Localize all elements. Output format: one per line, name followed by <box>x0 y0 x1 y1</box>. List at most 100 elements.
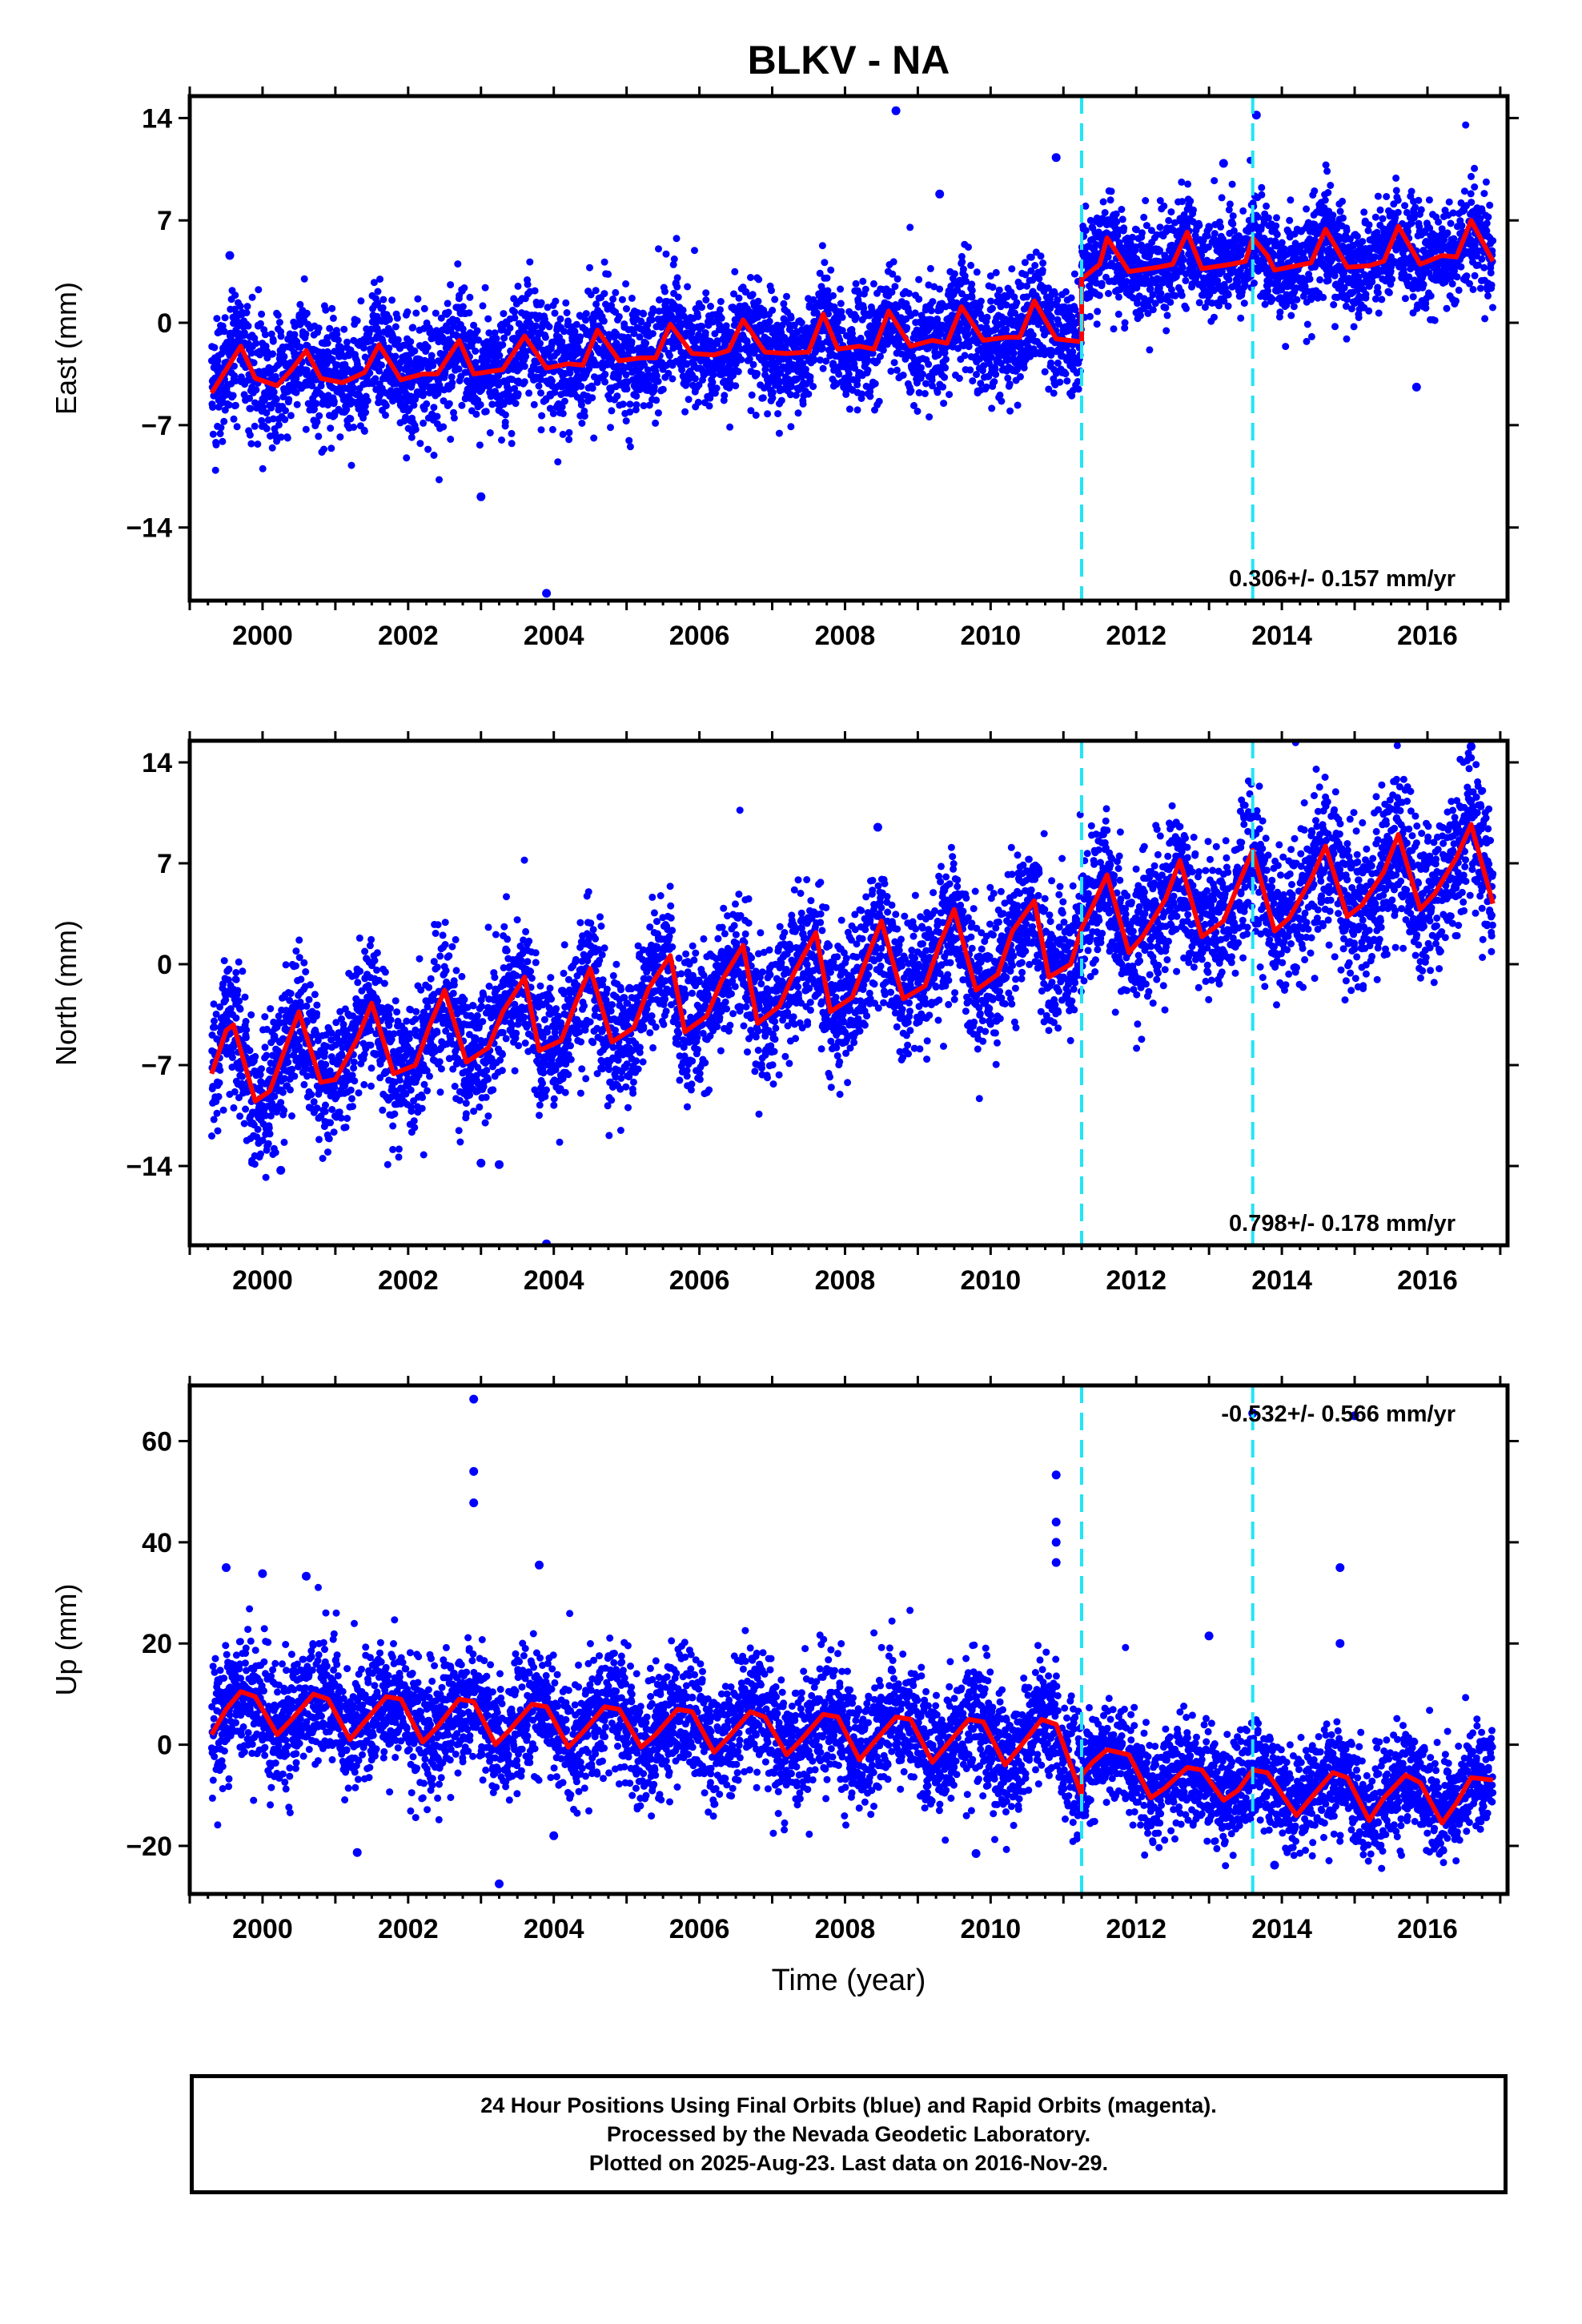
panel-east: 2000 2002 2004 2006 2008 2010 2012 2014 20161470… <box>50 86 1519 651</box>
data-point <box>227 329 235 337</box>
data-point <box>669 375 677 383</box>
data-point <box>1225 275 1233 283</box>
data-point <box>263 424 271 432</box>
data-point <box>455 365 463 373</box>
data-point <box>366 369 374 377</box>
data-point <box>775 429 783 437</box>
data-point <box>701 329 709 336</box>
data-point <box>388 296 396 304</box>
data-point <box>1239 207 1247 215</box>
data-point <box>774 410 782 418</box>
data-point <box>648 330 656 338</box>
data-point <box>391 352 400 360</box>
data-point <box>973 268 981 276</box>
data-point <box>379 304 387 312</box>
data-point <box>749 291 757 299</box>
data-point <box>1195 299 1203 307</box>
data-point <box>809 355 817 363</box>
data-point <box>941 373 949 381</box>
data-point <box>1020 364 1028 372</box>
data-point <box>393 314 401 322</box>
data-point <box>934 388 942 396</box>
data-point <box>748 391 756 399</box>
data-point <box>1327 182 1335 189</box>
data-point <box>282 407 289 415</box>
data-point <box>1142 197 1150 204</box>
data-point <box>794 409 802 417</box>
data-point <box>536 340 544 348</box>
data-point <box>259 404 267 411</box>
data-point <box>835 370 843 378</box>
data-point <box>532 322 540 330</box>
data-point <box>357 297 365 305</box>
data-point <box>347 461 355 469</box>
data-point <box>628 338 636 346</box>
data-point <box>661 287 669 296</box>
data-point <box>601 370 609 378</box>
data-point <box>1179 255 1187 263</box>
data-point <box>732 382 740 390</box>
data-point <box>308 382 316 390</box>
data-point <box>799 400 807 408</box>
data-point <box>320 445 327 453</box>
data-point <box>549 409 557 417</box>
data-point <box>1319 293 1327 301</box>
data-point <box>615 312 623 320</box>
data-point <box>252 386 260 394</box>
data-point <box>300 275 308 283</box>
data-point <box>989 304 996 312</box>
data-point <box>623 385 631 393</box>
data-point <box>394 336 402 344</box>
data-point <box>806 373 814 381</box>
data-point <box>1229 212 1237 220</box>
data-point <box>444 308 452 316</box>
data-point <box>506 324 514 332</box>
data-point <box>1286 216 1294 224</box>
data-point <box>274 312 282 319</box>
data-point <box>737 356 745 364</box>
data-point <box>769 307 777 314</box>
figure-title: BLKV - NA <box>748 38 950 82</box>
data-point <box>838 313 846 321</box>
data-point <box>765 317 773 325</box>
data-point <box>374 287 382 296</box>
data-point <box>333 361 341 369</box>
data-point <box>1129 233 1136 241</box>
data-point <box>600 317 608 325</box>
data-point <box>374 300 382 307</box>
data-point <box>942 364 950 372</box>
data-point <box>484 315 492 323</box>
data-point <box>349 384 357 392</box>
data-point <box>565 436 573 444</box>
data-point <box>1106 196 1114 204</box>
data-point <box>508 429 516 437</box>
data-point <box>592 287 600 295</box>
data-point <box>1017 372 1024 380</box>
data-point <box>769 388 777 396</box>
data-point <box>244 322 252 330</box>
data-point <box>619 400 627 408</box>
data-point <box>501 418 509 426</box>
data-point <box>694 312 702 320</box>
data-point <box>283 434 291 442</box>
data-point <box>370 279 378 287</box>
data-point <box>992 268 1000 276</box>
data-point <box>968 287 976 295</box>
data-point <box>864 366 872 374</box>
data-point <box>236 302 244 310</box>
data-point <box>853 406 861 414</box>
data-point <box>622 371 630 379</box>
data-point <box>243 303 251 311</box>
data-point <box>385 316 393 324</box>
data-point <box>334 336 342 344</box>
data-point <box>1098 279 1106 287</box>
data-point <box>977 297 985 305</box>
data-point <box>551 309 559 317</box>
data-point <box>402 413 410 421</box>
data-point <box>968 280 976 288</box>
data-point <box>1104 253 1112 261</box>
data-point <box>709 371 717 379</box>
data-point <box>600 290 608 298</box>
data-point <box>1021 259 1029 267</box>
data-point <box>837 300 845 308</box>
